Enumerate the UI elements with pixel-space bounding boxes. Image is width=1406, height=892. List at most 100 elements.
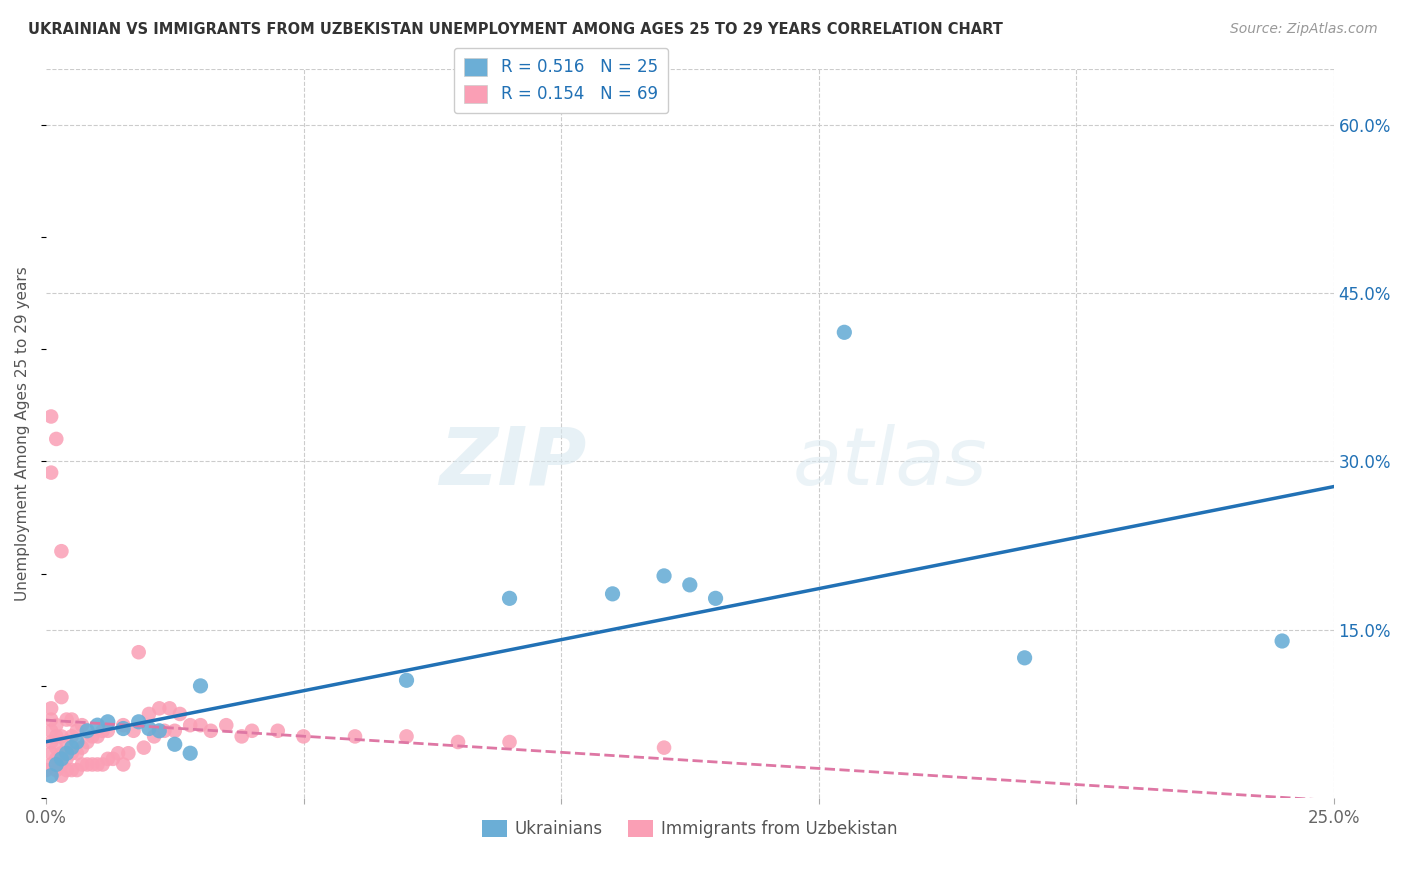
- Point: [231, 730, 253, 744]
- Point: [45, 718, 67, 732]
- Point: [97, 752, 120, 766]
- Point: [97, 723, 120, 738]
- Point: [60, 746, 83, 760]
- Point: [39, 713, 62, 727]
- Point: [190, 718, 212, 732]
- Point: [292, 730, 315, 744]
- Point: [60, 740, 83, 755]
- Point: [45, 757, 67, 772]
- Point: [45, 432, 67, 446]
- Point: [128, 645, 150, 659]
- Point: [45, 730, 67, 744]
- Point: [138, 722, 160, 736]
- Point: [652, 740, 675, 755]
- Point: [163, 723, 186, 738]
- Point: [55, 752, 77, 766]
- Point: [395, 730, 418, 744]
- Point: [163, 737, 186, 751]
- Point: [148, 723, 170, 738]
- Point: [679, 578, 702, 592]
- Point: [39, 723, 62, 738]
- Point: [51, 730, 73, 744]
- Text: Source: ZipAtlas.com: Source: ZipAtlas.com: [1230, 22, 1378, 37]
- Point: [55, 746, 77, 760]
- Point: [39, 746, 62, 760]
- Point: [55, 763, 77, 777]
- Point: [200, 723, 222, 738]
- Point: [153, 723, 176, 738]
- Point: [55, 735, 77, 749]
- Point: [86, 730, 108, 744]
- Point: [107, 746, 129, 760]
- Point: [267, 723, 290, 738]
- Point: [51, 544, 73, 558]
- Point: [91, 723, 114, 738]
- Point: [122, 723, 145, 738]
- Point: [76, 723, 98, 738]
- Point: [66, 763, 89, 777]
- Point: [86, 757, 108, 772]
- Point: [498, 591, 520, 606]
- Point: [45, 740, 67, 755]
- Point: [66, 723, 89, 738]
- Point: [86, 718, 108, 732]
- Point: [60, 763, 83, 777]
- Point: [45, 752, 67, 766]
- Legend: Ukrainians, Immigrants from Uzbekistan: Ukrainians, Immigrants from Uzbekistan: [475, 813, 904, 845]
- Point: [159, 701, 181, 715]
- Point: [51, 757, 73, 772]
- Point: [343, 730, 366, 744]
- Point: [51, 746, 73, 760]
- Y-axis label: Unemployment Among Ages 25 to 29 years: Unemployment Among Ages 25 to 29 years: [15, 266, 30, 600]
- Point: [602, 587, 624, 601]
- Point: [97, 714, 120, 729]
- Point: [66, 735, 89, 749]
- Point: [51, 690, 73, 705]
- Point: [132, 740, 155, 755]
- Point: [112, 757, 135, 772]
- Point: [447, 735, 470, 749]
- Point: [138, 706, 160, 721]
- Point: [51, 769, 73, 783]
- Point: [1271, 634, 1294, 648]
- Point: [1014, 650, 1036, 665]
- Point: [91, 757, 114, 772]
- Point: [35, 763, 58, 777]
- Point: [215, 718, 238, 732]
- Point: [66, 746, 89, 760]
- Point: [60, 730, 83, 744]
- Point: [70, 718, 93, 732]
- Point: [55, 713, 77, 727]
- Point: [179, 718, 201, 732]
- Point: [143, 730, 166, 744]
- Point: [190, 679, 212, 693]
- Point: [128, 714, 150, 729]
- Point: [39, 701, 62, 715]
- Point: [117, 746, 139, 760]
- Point: [39, 757, 62, 772]
- Point: [704, 591, 727, 606]
- Point: [39, 769, 62, 783]
- Point: [240, 723, 263, 738]
- Point: [76, 735, 98, 749]
- Point: [76, 757, 98, 772]
- Point: [652, 569, 675, 583]
- Point: [179, 746, 201, 760]
- Point: [101, 752, 124, 766]
- Point: [834, 326, 856, 340]
- Point: [70, 740, 93, 755]
- Point: [112, 722, 135, 736]
- Point: [169, 706, 191, 721]
- Point: [498, 735, 520, 749]
- Point: [39, 466, 62, 480]
- Point: [51, 752, 73, 766]
- Point: [39, 735, 62, 749]
- Point: [45, 763, 67, 777]
- Point: [112, 718, 135, 732]
- Point: [148, 701, 170, 715]
- Point: [70, 757, 93, 772]
- Text: UKRAINIAN VS IMMIGRANTS FROM UZBEKISTAN UNEMPLOYMENT AMONG AGES 25 TO 29 YEARS C: UKRAINIAN VS IMMIGRANTS FROM UZBEKISTAN …: [28, 22, 1002, 37]
- Text: ZIP: ZIP: [440, 424, 586, 501]
- Point: [395, 673, 418, 688]
- Text: atlas: atlas: [793, 424, 987, 501]
